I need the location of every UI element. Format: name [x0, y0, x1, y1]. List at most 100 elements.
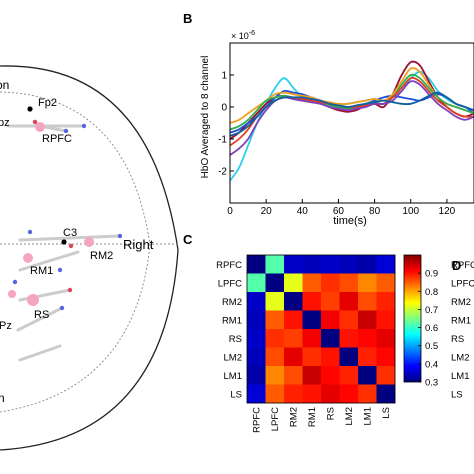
heatmap-cell [284, 292, 303, 311]
heatmap-cell [284, 255, 303, 274]
heatmap-cell [247, 273, 266, 293]
x-tick-label: 20 [261, 206, 273, 217]
heatmap-cell [321, 310, 340, 330]
y-tick-label: 0 [221, 103, 227, 114]
roi-marker-rm1 [23, 253, 33, 263]
heatmap-cell [247, 366, 266, 385]
colorbar-tick-label: 0.8 [425, 287, 438, 298]
series-line-4 [229, 67, 474, 124]
heatmap-cell [265, 347, 285, 367]
x-tick-label: 80 [369, 206, 381, 217]
y-tick-label: 1 [221, 71, 227, 82]
line-chart-xlabel: time(s) [333, 215, 367, 227]
series-line-8 [229, 91, 474, 137]
heatmap-cell [358, 347, 377, 367]
heatmap-cell [339, 366, 359, 385]
heatmap-cell [302, 366, 322, 385]
label-bottom-fragment: n [0, 391, 5, 405]
series-line-1 [229, 70, 474, 182]
heatmap-d-row-label: LS [451, 389, 463, 400]
heatmap-cell [376, 273, 396, 293]
heatmap-cell [321, 329, 340, 348]
head-dotted-contour [0, 91, 151, 413]
heatmap-row-label: RM1 [222, 315, 242, 326]
heatmap-cell [376, 255, 396, 274]
heatmap-cell [302, 273, 322, 293]
label-right: Right [123, 237, 154, 252]
colorbar-tick-label: 0.5 [425, 341, 438, 352]
heatmap-cell [321, 366, 340, 385]
heatmap-cell [321, 384, 340, 404]
heatmap-row-label: LM2 [224, 352, 242, 363]
heatmap-cell [265, 310, 285, 330]
heatmap-row-label: RPFC [216, 260, 242, 271]
heatmap-cell [247, 292, 266, 311]
colorbar-tick-label: 0.7 [425, 305, 438, 316]
heatmap-cell [265, 255, 285, 274]
heatmap-frame [246, 254, 396, 404]
heatmap-cell [358, 273, 377, 293]
line-chart-ylabel: HbO Averaged to 8 channel [200, 56, 211, 179]
heatmap-cell [358, 310, 377, 330]
x-tick-label: 120 [439, 206, 456, 217]
heatmap-cell [339, 273, 359, 293]
heatmap-cell [247, 310, 266, 330]
heatmap-cell [321, 347, 340, 367]
heatmap-cell [284, 273, 303, 293]
heatmap-cell [302, 255, 322, 274]
heatmap-cell [265, 329, 285, 348]
line-chart-frame [229, 42, 474, 204]
label-rpfc: RPFC [42, 133, 72, 145]
heatmap-col-label: LPFC [270, 407, 281, 431]
exponent-label: × 10-6 [231, 30, 255, 41]
heatmap-cell [376, 366, 396, 385]
heatmap-row-label: LM1 [224, 371, 242, 382]
roi-marker-extra [8, 290, 16, 298]
channel-lines [6, 124, 122, 362]
heatmap-row-label: RS [229, 334, 242, 345]
heatmap-cell [376, 384, 396, 404]
heatmap-d: D RPFC LPFC RM2 RM1 RS LM2 LM1 LS [451, 258, 474, 400]
panel-label-c: C [183, 232, 193, 247]
colorbar-tick-label: 0.9 [425, 269, 438, 280]
label-rm1: RM1 [30, 265, 53, 277]
roi-marker-rpfc [35, 122, 45, 132]
heatmap-cell [321, 255, 340, 274]
heatmap-cell [358, 255, 377, 274]
colorbar-tick-label: 0.3 [425, 378, 438, 389]
heatmap-cell [358, 384, 377, 404]
heatmap-cell [284, 310, 303, 330]
heatmap-cell [376, 310, 396, 330]
panel-label-b: B [183, 11, 192, 26]
roi-marker-rs [27, 294, 39, 306]
heatmap-cell [265, 273, 285, 293]
heatmap-cell [339, 347, 359, 367]
label-c3: C3 [63, 227, 77, 239]
panel-label-d: D [452, 258, 461, 273]
heatmap-col-label: RM1 [307, 407, 318, 427]
heatmap-cell [358, 329, 377, 348]
heatmap-cell [265, 384, 285, 404]
heatmap-cell [284, 347, 303, 367]
heatmap-cell [339, 329, 359, 348]
heatmap-cell [302, 347, 322, 367]
head-outline [0, 65, 179, 451]
x-tick-label: 0 [227, 206, 233, 217]
head-layout: on pz Fp2 RPFC C3 Right RM2 RM1 RS Pz n [0, 65, 180, 451]
heatmap-cell [247, 255, 266, 274]
heatmap-cell [376, 292, 396, 311]
heatmap-cell [302, 292, 322, 311]
heatmap-cell [302, 329, 322, 348]
heatmap-cell [284, 329, 303, 348]
optodes [12, 119, 123, 311]
heatmap-cell [265, 292, 285, 311]
colorbar [403, 254, 422, 383]
heatmap-cell [339, 292, 359, 311]
heatmap-cell [284, 366, 303, 385]
label-rm2: RM2 [90, 250, 113, 262]
label-fp2: Fp2 [38, 97, 57, 109]
heatmap-col-label: RS [325, 407, 336, 420]
colorbar-tick-label: 0.4 [425, 359, 438, 370]
heatmap-col-label: RM2 [288, 407, 299, 427]
